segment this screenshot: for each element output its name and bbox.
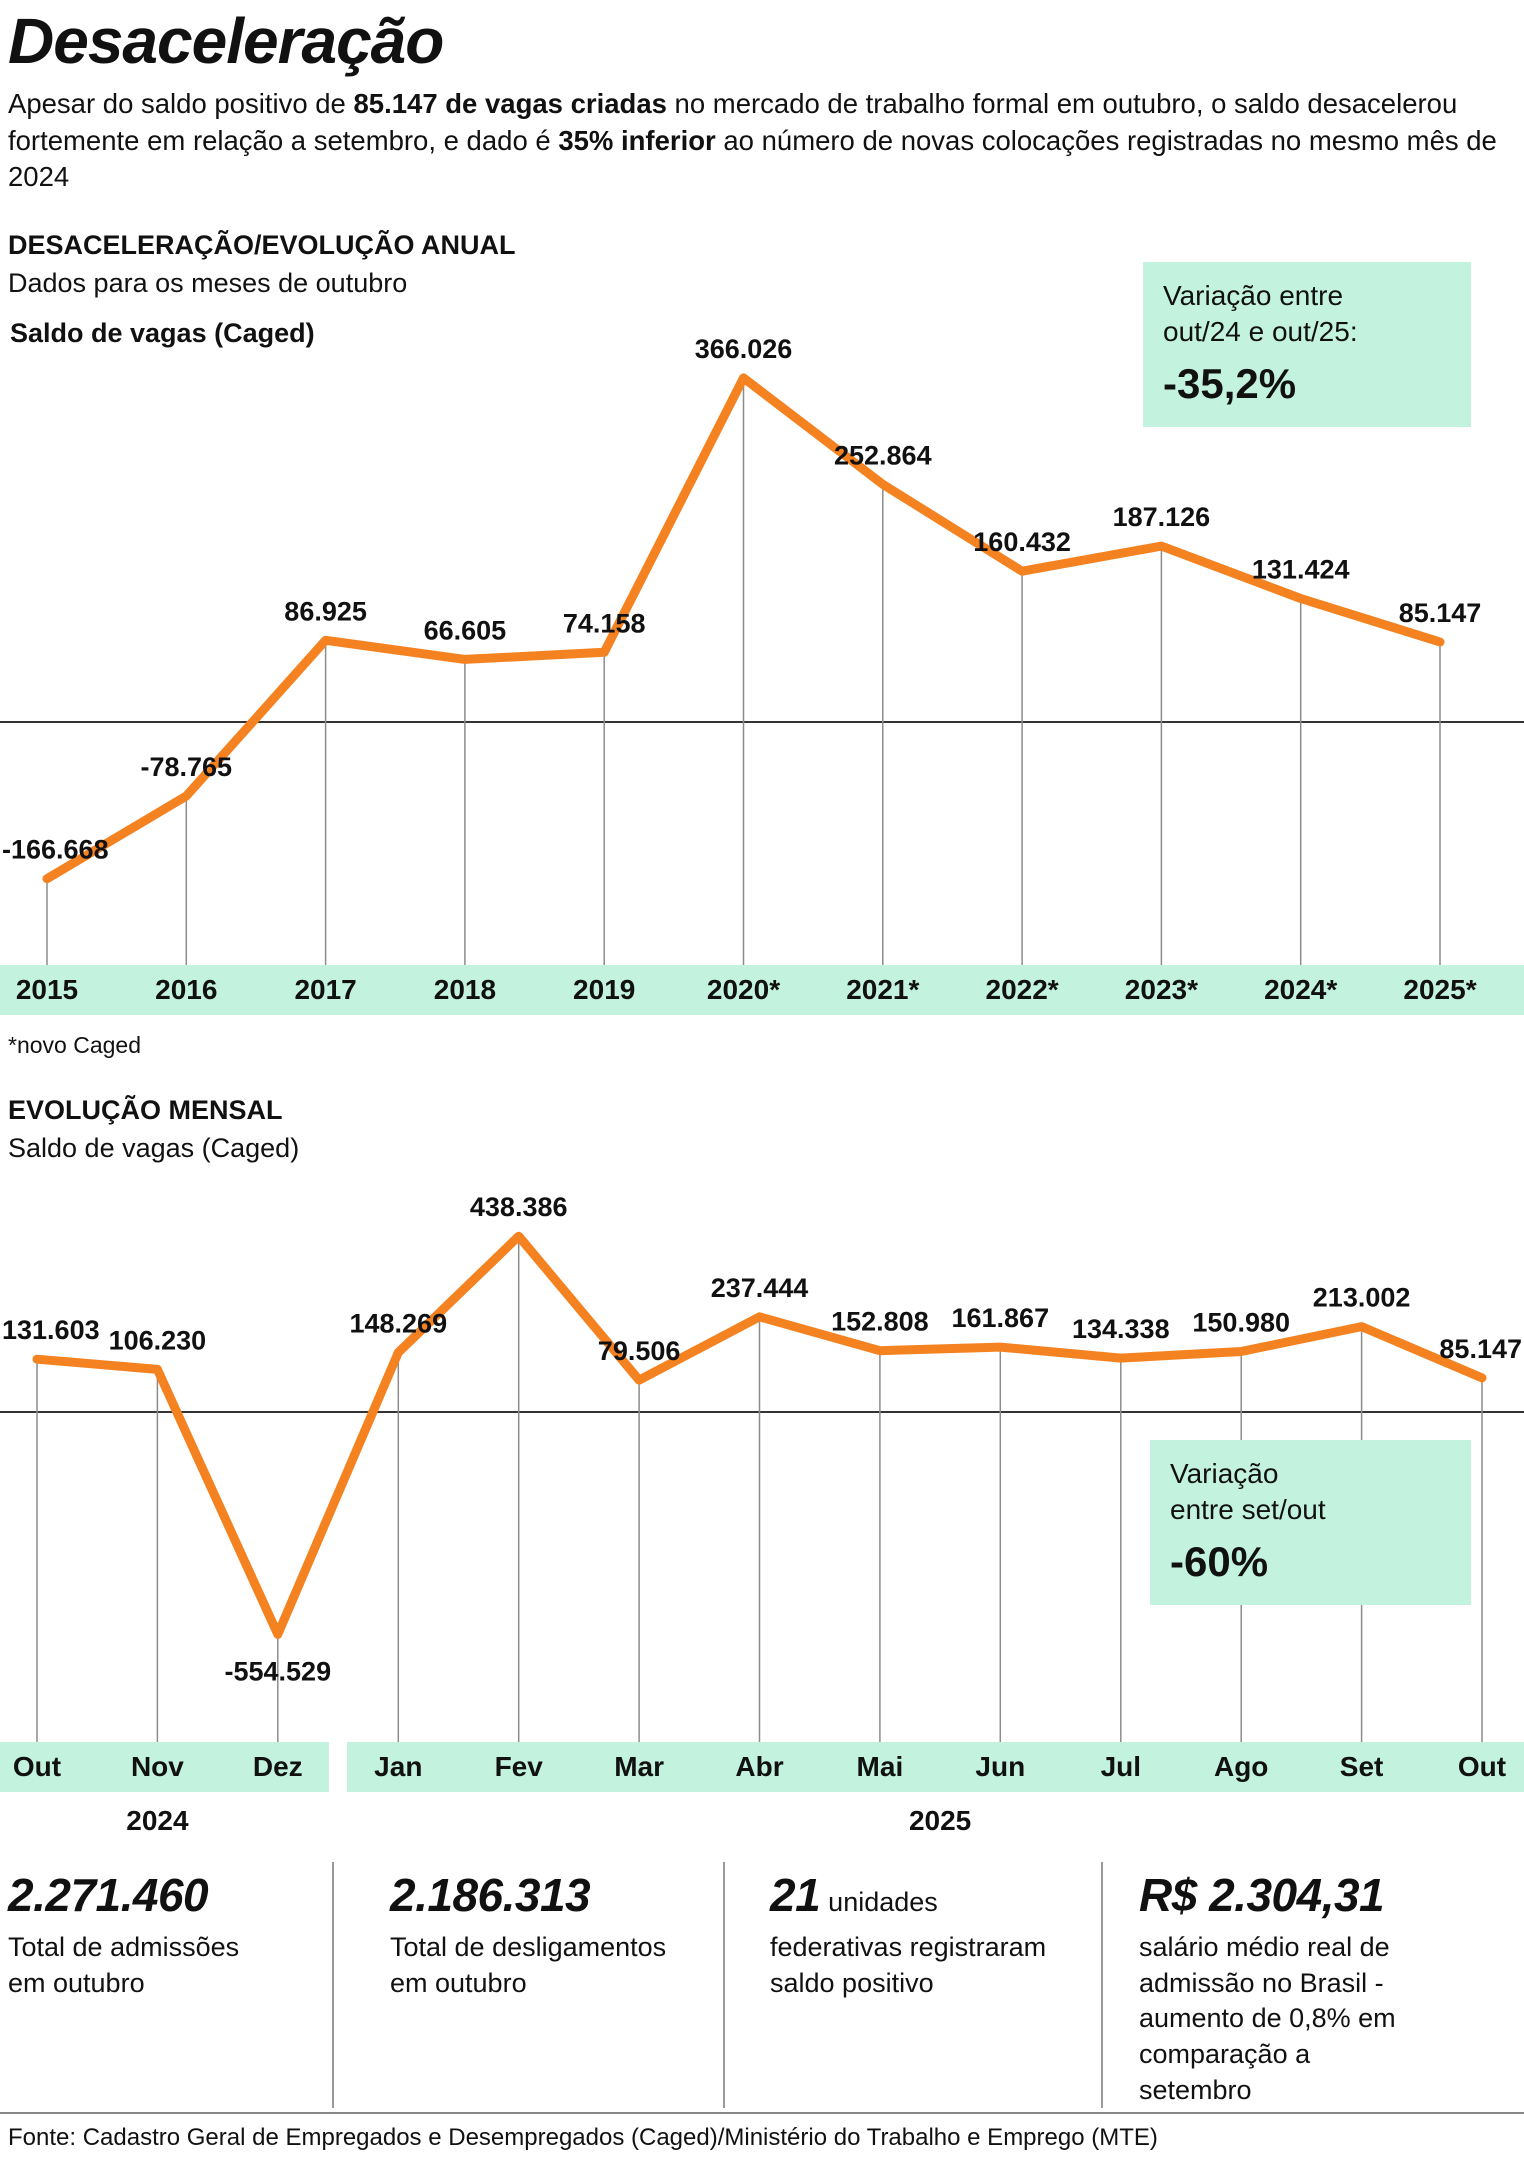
category-label: Jul bbox=[1101, 1751, 1141, 1782]
category-label: Out bbox=[13, 1751, 61, 1782]
category-label: Out bbox=[1458, 1751, 1506, 1782]
value-label: 85.147 bbox=[1399, 598, 1482, 628]
category-label: 2018 bbox=[434, 974, 496, 1005]
category-label: 2023* bbox=[1125, 974, 1198, 1005]
value-label: 152.808 bbox=[831, 1307, 929, 1337]
stat-dismissals-label: Total de desligamentos em outubro bbox=[390, 1932, 667, 1998]
category-label: Fev bbox=[495, 1751, 544, 1782]
value-label: 237.444 bbox=[711, 1273, 809, 1303]
category-label: Set bbox=[1340, 1751, 1384, 1782]
year-label: 2025 bbox=[909, 1805, 971, 1835]
stat-dismissals-value: 2.186.313 bbox=[390, 1869, 591, 1921]
stats-row: 2.271.460 Total de admissões em outubro … bbox=[0, 1862, 1524, 2109]
monthly-chart-section: EVOLUÇÃO MENSAL Saldo de vagas (Caged) 1… bbox=[0, 1095, 1524, 1845]
category-label: 2024* bbox=[1264, 974, 1337, 1005]
category-label: Ago bbox=[1214, 1751, 1268, 1782]
value-label: 66.605 bbox=[424, 615, 507, 645]
x-axis-band bbox=[0, 1742, 329, 1792]
value-label: 160.432 bbox=[973, 527, 1071, 557]
callout-line: Variação entre bbox=[1163, 280, 1344, 311]
monthly-variation-callout: Variação entre set/out -60% bbox=[1150, 1440, 1471, 1606]
category-label: 2022* bbox=[986, 974, 1059, 1005]
stat-average-salary-label: salário médio real de admissão no Brasil… bbox=[1139, 1932, 1396, 2105]
stat-dismissals: 2.186.313 Total de desligamentos em outu… bbox=[332, 1862, 723, 2109]
callout-line: Variação bbox=[1170, 1458, 1279, 1489]
intro-segment: no mercado de trabalho formal em outubro… bbox=[8, 88, 1458, 156]
value-label: 106.230 bbox=[109, 1325, 207, 1355]
stat-federative-units: 21 unidades federativas registraram saldo… bbox=[723, 1862, 1101, 2109]
value-label: -166.668 bbox=[2, 835, 109, 865]
stat-federative-units-value: 21 bbox=[770, 1869, 821, 1921]
category-label: Abr bbox=[735, 1751, 783, 1782]
annual-line-chart: -166.668 -78.765 86.925 66.605 74.158 366.026… bbox=[0, 334, 1524, 1015]
value-label: 79.506 bbox=[598, 1336, 681, 1366]
monthly-line-chart: 131.603 106.230 -554.529 148.269 438.386 79.5… bbox=[0, 1192, 1524, 1835]
source-footer: Fonte: Cadastro Geral de Empregados e De… bbox=[0, 2112, 1524, 2152]
value-label: 213.002 bbox=[1313, 1283, 1411, 1313]
value-label: 85.147 bbox=[1439, 1334, 1522, 1364]
stat-federative-units-unit: unidades bbox=[828, 1887, 938, 1917]
monthly-heading: EVOLUÇÃO MENSAL bbox=[8, 1095, 283, 1125]
stat-admissions: 2.271.460 Total de admissões em outubro bbox=[0, 1862, 332, 2108]
stat-federative-units-headline: 21 unidades bbox=[770, 1868, 1101, 1922]
category-label: 2020* bbox=[707, 974, 780, 1005]
stat-federative-units-label: federativas registraram saldo positivo bbox=[770, 1932, 1047, 1998]
category-label: 2025* bbox=[1403, 974, 1476, 1005]
category-label: Jun bbox=[975, 1751, 1025, 1782]
data-line bbox=[42, 373, 1445, 884]
stat-average-salary-value: R$ 2.304,31 bbox=[1139, 1869, 1385, 1921]
value-label: 161.867 bbox=[951, 1303, 1049, 1333]
source-text: Fonte: Cadastro Geral de Empregados e De… bbox=[8, 2124, 1158, 2151]
year-label: 2024 bbox=[126, 1805, 189, 1835]
value-label: 131.603 bbox=[2, 1315, 100, 1345]
category-label: Mai bbox=[857, 1751, 904, 1782]
value-label: 86.925 bbox=[284, 596, 367, 626]
stat-admissions-value: 2.271.460 bbox=[8, 1869, 209, 1921]
intro-segment: ao número de novas colocações registrada… bbox=[8, 124, 1497, 193]
value-label: 150.980 bbox=[1192, 1308, 1290, 1338]
callout-line: entre set/out bbox=[1170, 1494, 1326, 1526]
value-label: 366.026 bbox=[695, 334, 793, 364]
value-label: 131.424 bbox=[1252, 555, 1350, 585]
intro-text: Apesar do saldo positivo de 85.147 de va… bbox=[8, 86, 1510, 196]
annual-heading: DESACELERAÇÃO/EVOLUÇÃO ANUAL bbox=[8, 230, 516, 260]
intro-bold-vagas: 85.147 de vagas criadas bbox=[353, 88, 667, 119]
x-axis-band bbox=[0, 965, 1524, 1015]
stat-admissions-label: Total de admissões em outubro bbox=[8, 1932, 240, 1998]
category-label: 2021* bbox=[846, 974, 919, 1005]
value-label: 252.864 bbox=[834, 440, 932, 470]
category-label: Nov bbox=[131, 1751, 184, 1782]
annual-variation-value: -35,2% bbox=[1163, 359, 1297, 407]
annual-variation-callout: Variação entre out/24 e out/25: -35,2% bbox=[1143, 262, 1471, 428]
value-label: 134.338 bbox=[1072, 1314, 1170, 1344]
category-label: 2015 bbox=[16, 974, 78, 1005]
x-axis-band bbox=[347, 1742, 1524, 1792]
category-label: Mar bbox=[614, 1751, 664, 1782]
category-label: 2017 bbox=[294, 974, 356, 1005]
intro-segment: Apesar do saldo positivo de bbox=[8, 88, 354, 119]
category-label: Jan bbox=[374, 1751, 422, 1782]
value-label: 187.126 bbox=[1113, 502, 1211, 532]
value-label: 148.269 bbox=[349, 1309, 447, 1339]
data-line bbox=[32, 1231, 1487, 1639]
category-label: Dez bbox=[253, 1751, 303, 1782]
annual-subheading: Dados para os meses de outubro bbox=[8, 268, 408, 298]
value-label: 438.386 bbox=[470, 1192, 568, 1222]
value-label: -554.529 bbox=[225, 1656, 332, 1686]
page-title: Desaceleração bbox=[8, 5, 444, 77]
annual-footnote: *novo Caged bbox=[8, 1032, 141, 1058]
stat-average-salary: R$ 2.304,31 salário médio real de admiss… bbox=[1101, 1862, 1524, 2109]
value-label: 74.158 bbox=[563, 608, 646, 638]
monthly-variation-value: -60% bbox=[1170, 1537, 1269, 1585]
value-label: -78.765 bbox=[141, 752, 233, 782]
annual-axis-label: Saldo de vagas (Caged) bbox=[10, 318, 315, 348]
monthly-axis-label: Saldo de vagas (Caged) bbox=[8, 1133, 300, 1163]
callout-line: out/24 e out/25: bbox=[1163, 316, 1358, 348]
category-label: 2016 bbox=[155, 974, 217, 1005]
category-label: 2019 bbox=[573, 974, 635, 1005]
annual-chart-section: DESACELERAÇÃO/EVOLUÇÃO ANUAL Dados para … bbox=[0, 230, 1524, 1070]
intro-bold-inferior: 35% inferior bbox=[558, 124, 716, 156]
